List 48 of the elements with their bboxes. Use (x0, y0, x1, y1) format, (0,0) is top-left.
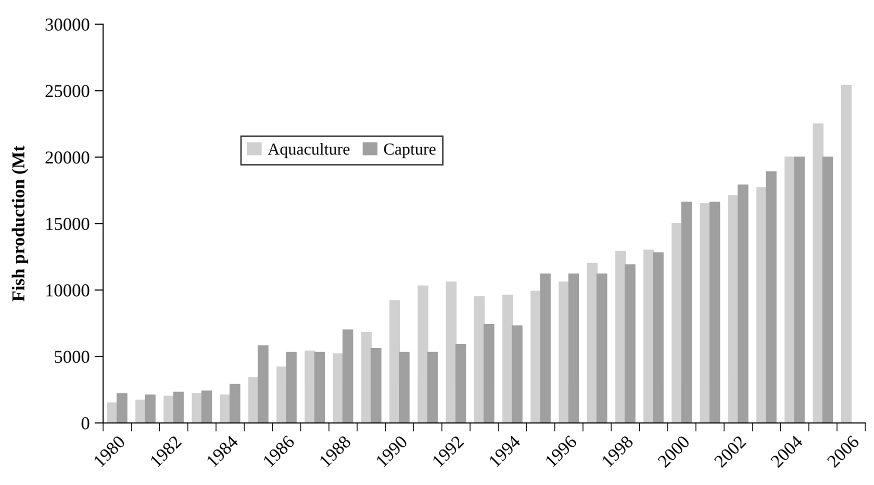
bar (681, 202, 692, 423)
bar (446, 282, 457, 423)
bar (840, 84, 852, 423)
y-tick-label: 0 (82, 417, 90, 430)
bar (596, 274, 608, 423)
bar (418, 285, 428, 423)
bar (502, 294, 513, 423)
bar (709, 202, 720, 423)
y-axis-title: Fish production (Mt (12, 146, 28, 302)
bar (822, 156, 834, 423)
bar (653, 252, 664, 423)
bar (144, 394, 156, 423)
bar (455, 344, 466, 423)
y-tick-label: 10000 (46, 284, 90, 296)
bar (342, 329, 354, 423)
bar (540, 274, 551, 423)
bar (474, 296, 485, 423)
bar (738, 184, 748, 423)
bar (370, 348, 382, 423)
bar (512, 325, 523, 423)
bar (286, 352, 297, 423)
bar (173, 392, 184, 423)
legend-label: Aquaculture (268, 143, 350, 158)
bar (389, 300, 400, 423)
bar (484, 324, 494, 423)
y-tick-label: 25000 (46, 84, 90, 98)
bar (568, 274, 580, 423)
bar (116, 393, 128, 423)
bar (794, 156, 805, 423)
legend-label: Capture (384, 144, 436, 158)
bar (766, 171, 777, 423)
y-tick-label: 5000 (54, 350, 90, 363)
bar (201, 390, 212, 423)
bar (398, 352, 410, 423)
y-tick-label: 20000 (46, 151, 90, 164)
bar (304, 350, 316, 423)
bar (615, 250, 626, 423)
bar (558, 282, 570, 423)
bar (427, 352, 438, 423)
bar (361, 332, 372, 423)
bar (624, 264, 636, 423)
y-tick-label: 15000 (46, 218, 90, 230)
bar (248, 377, 259, 423)
bar (230, 384, 240, 423)
y-tick-label: 30000 (46, 18, 90, 31)
bar (258, 345, 269, 423)
bar (812, 123, 824, 423)
bar (314, 352, 325, 423)
